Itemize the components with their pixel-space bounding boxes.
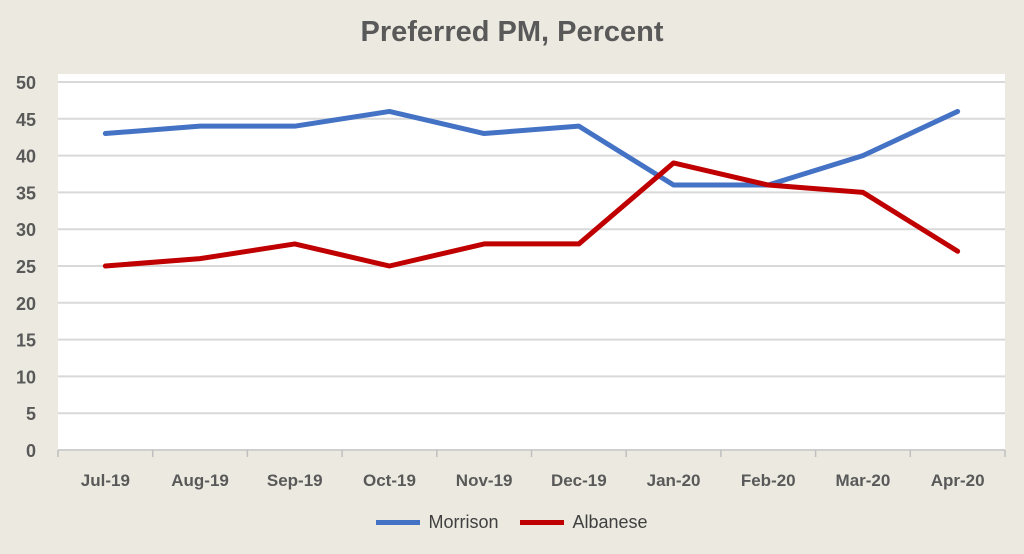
x-tick-label: Aug-19 [171, 471, 229, 490]
y-tick-label: 5 [26, 404, 36, 424]
x-tick-label: Sep-19 [267, 471, 323, 490]
y-tick-label: 0 [26, 441, 36, 461]
series-line-albanese [102, 160, 961, 269]
series-line-morrison [102, 108, 961, 188]
legend-item-morrison: Morrison [376, 512, 498, 533]
y-tick-label: 40 [16, 147, 36, 167]
x-tick-label: Oct-19 [363, 471, 416, 490]
x-tick-label: Apr-20 [931, 471, 985, 490]
y-tick-label: 45 [16, 110, 36, 130]
legend-swatch [376, 520, 421, 525]
y-tick-label: 35 [16, 183, 36, 203]
legend-item-albanese: Albanese [520, 512, 648, 533]
legend-swatch [520, 520, 565, 525]
x-tick-label: Jan-20 [647, 471, 701, 490]
x-tick-label: Mar-20 [836, 471, 891, 490]
legend-label: Albanese [572, 512, 648, 532]
legend: Morrison Albanese [0, 512, 1024, 533]
x-tick-label: Jul-19 [81, 471, 130, 490]
x-tick-label: Dec-19 [551, 471, 607, 490]
y-tick-label: 20 [16, 294, 36, 314]
y-tick-label: 10 [16, 367, 36, 387]
y-tick-label: 50 [16, 73, 36, 93]
y-tick-label: 15 [16, 331, 36, 351]
y-tick-label: 25 [16, 257, 36, 277]
legend-label: Morrison [428, 512, 499, 532]
chart-title: Preferred PM, Percent [360, 16, 664, 48]
plot-area [58, 74, 1005, 451]
x-tick-label: Feb-20 [741, 471, 796, 490]
y-tick-label: 30 [16, 220, 36, 240]
x-tick-label: Nov-19 [456, 471, 513, 490]
